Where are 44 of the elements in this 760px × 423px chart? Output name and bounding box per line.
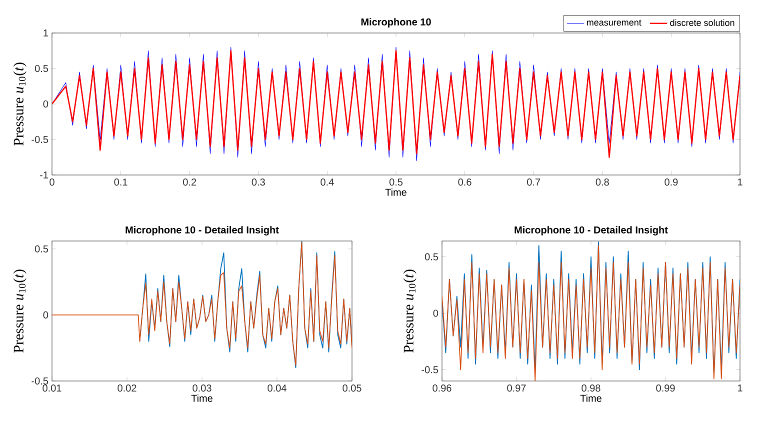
x-tick-label: 0.99 [656,384,675,392]
y-tick-label: 0.5 [424,253,438,260]
x-tick-label: 0.04 [268,384,286,392]
y-tick-label: 1 [44,30,48,36]
y-tick-label: -0.5 [32,136,48,144]
chart-title: Microphone 10 - Detailed Insight [126,226,279,236]
y-tick-label: -1 [40,172,48,178]
legend-label: measurement [586,20,642,26]
y-tick-label: -0.5 [32,377,48,385]
y-axis-title: Pressure u$_{10}$(t) [13,62,26,146]
x-axis-title: Time [385,188,406,196]
y-tick-label: 0 [433,310,438,317]
x-tick-label: 0.97 [507,384,526,392]
x-tick-label: 0.2 [183,178,196,186]
y-tick-label: 0 [43,311,48,318]
x-tick-label: 1 [738,178,742,186]
x-tick-label: 1 [738,384,742,392]
y-tick-label: 0.5 [34,245,48,252]
y-axis-title: Pressure u$_{10}$(t) [403,270,416,353]
x-tick-label: 0.8 [596,178,609,186]
x-tick-label: 0.7 [527,178,540,186]
x-tick-label: 0.5 [389,178,403,186]
x-tick-label: 0 [50,178,54,186]
x-tick-label: 0.4 [320,178,334,186]
x-tick-label: 0.9 [664,178,678,186]
y-tick-label: 0 [43,100,48,108]
legend-label: discrete solution [670,19,734,26]
x-tick-label: 0.3 [252,178,265,186]
x-tick-label: 0.01 [42,384,62,392]
x-tick-label: 0.98 [582,384,600,392]
x-tick-label: 0.1 [114,178,128,186]
x-axis-title: Time [191,394,212,402]
line-series [52,242,352,366]
x-tick-label: 0.96 [432,384,452,392]
x-tick-label: 0.05 [342,384,362,392]
y-tick-label: -0.5 [422,366,438,374]
chart-title: Microphone 10 [361,18,431,28]
x-tick-label: 0.6 [458,178,472,186]
y-axis-title: Pressure u$_{10}$(t) [13,270,26,353]
chart-title: Microphone 10 - Detailed Insight [514,226,668,236]
y-tick-label: 0.5 [34,64,48,72]
x-axis-title: Time [580,394,602,402]
x-tick-label: 0.03 [192,384,212,392]
x-tick-label: 0.02 [118,384,136,392]
